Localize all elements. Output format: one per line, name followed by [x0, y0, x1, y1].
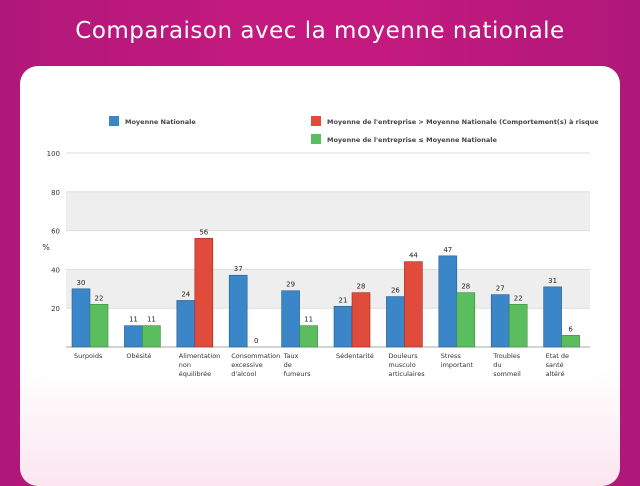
- bar-company: [456, 292, 476, 348]
- data-label: 28: [357, 283, 366, 291]
- grid-band: [66, 153, 590, 192]
- bar-company: [508, 304, 528, 348]
- x-tick-label: Douleurs: [388, 352, 418, 360]
- data-label: 30: [77, 279, 86, 287]
- bar-company: [142, 325, 161, 348]
- data-label: 27: [496, 285, 505, 293]
- data-label: 22: [514, 294, 523, 302]
- x-tick-label: d'alcool: [231, 370, 256, 378]
- legend-label: Moyenne de l'entreprise > Moyenne Nation…: [327, 118, 598, 126]
- x-tick-label: Obésité: [126, 352, 151, 360]
- x-tick-label: excessive: [231, 361, 263, 369]
- data-label: 29: [286, 281, 295, 289]
- bar-national: [281, 290, 300, 348]
- bar-national: [71, 288, 91, 348]
- x-tick-label: musculo: [388, 361, 415, 369]
- bar-national: [438, 255, 458, 348]
- bar-national: [490, 294, 510, 348]
- x-tick-label: fumeurs: [284, 370, 312, 378]
- data-label: 56: [199, 228, 208, 236]
- bar-national: [228, 274, 248, 348]
- data-label: 37: [234, 265, 243, 273]
- legend-swatch: [311, 134, 321, 144]
- bar-company: [404, 261, 423, 348]
- data-label: 26: [391, 287, 400, 295]
- x-tick-label: Sédentarité: [336, 352, 374, 360]
- x-tick-label: Etat de: [546, 352, 569, 360]
- data-label: 44: [409, 252, 418, 260]
- x-tick-label: non: [179, 361, 191, 369]
- data-label: 31: [548, 277, 557, 285]
- bar-company: [351, 292, 371, 348]
- data-label: 0: [254, 337, 258, 345]
- data-label: 11: [304, 316, 313, 324]
- y-tick-label: 100: [47, 150, 60, 158]
- bar-national: [333, 305, 353, 348]
- y-axis-label: %: [42, 243, 50, 252]
- y-tick-label: 80: [51, 189, 60, 197]
- x-tick-label: important: [441, 361, 474, 369]
- page-title: Comparaison avec la moyenne nationale: [75, 18, 565, 44]
- data-label: 47: [443, 246, 452, 254]
- grid-band: [66, 230, 590, 270]
- x-tick-label: du: [493, 361, 501, 369]
- legend-label: Moyenne de l'entreprise ≤ Moyenne Nation…: [327, 136, 498, 144]
- bar-national: [386, 296, 405, 348]
- y-tick-label: 40: [51, 266, 60, 274]
- x-tick-label: Stress: [441, 352, 462, 360]
- x-tick-label: de: [284, 361, 292, 369]
- x-tick-label: sommeil: [493, 370, 521, 378]
- x-tick-label: Consommation: [231, 352, 280, 360]
- x-tick-label: altéré: [546, 370, 565, 378]
- bar-company: [89, 304, 109, 348]
- x-tick-label: Alimentation: [179, 352, 221, 360]
- data-label: 11: [129, 316, 138, 324]
- bar-company: [561, 335, 580, 348]
- x-tick-label: Taux: [283, 352, 299, 360]
- x-tick-label: Surpoids: [74, 352, 103, 360]
- legend-swatch: [311, 116, 321, 126]
- grid-band: [66, 269, 590, 309]
- bar-national: [543, 286, 562, 348]
- data-label: 22: [95, 294, 104, 302]
- y-tick-label: 60: [51, 228, 60, 236]
- grid-band: [66, 191, 590, 231]
- data-label: 21: [339, 296, 348, 304]
- data-label: 11: [147, 316, 156, 324]
- data-label: 6: [568, 325, 573, 333]
- data-label: 28: [461, 283, 470, 291]
- bar-company: [194, 238, 214, 348]
- x-tick-label: équilibrée: [179, 370, 211, 378]
- x-tick-label: santé: [546, 361, 564, 369]
- data-label: 24: [181, 290, 190, 298]
- bar-national: [176, 300, 196, 348]
- x-tick-label: Troubles: [492, 352, 521, 360]
- x-tick-label: articulaires: [388, 370, 425, 378]
- chart-container: 20 40 60 80 100% Moyenne Nationale Moyenne de …: [38, 104, 611, 380]
- y-tick-label: 20: [51, 305, 60, 313]
- legend-swatch: [109, 116, 119, 126]
- bar-company: [299, 325, 318, 348]
- bar-national: [124, 325, 143, 348]
- legend-label: Moyenne Nationale: [125, 118, 196, 126]
